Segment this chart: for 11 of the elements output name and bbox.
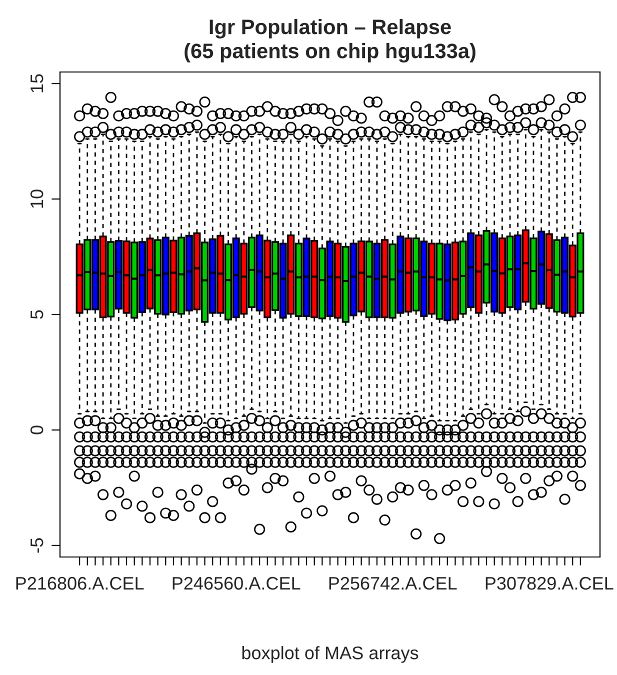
chart-title: Igr Population – Relapse (65 patients on chip hgu133a)	[184, 18, 476, 63]
x-tick-label: P307829.A.CEL	[486, 576, 614, 590]
y-tick-label: 5	[30, 310, 44, 319]
x-tick-label: P256742.A.CEL	[329, 576, 457, 590]
x-tick-label: P216806.A.CEL	[16, 576, 144, 590]
y-tick-label: -5	[30, 538, 44, 553]
x-axis-title: boxplot of MAS arrays	[242, 646, 418, 663]
x-tick-label: P246560.A.CEL	[172, 576, 300, 590]
y-tick-label: 0	[30, 426, 44, 434]
y-tick-label: 10	[30, 190, 44, 208]
y-tick-label: 15	[30, 74, 44, 92]
